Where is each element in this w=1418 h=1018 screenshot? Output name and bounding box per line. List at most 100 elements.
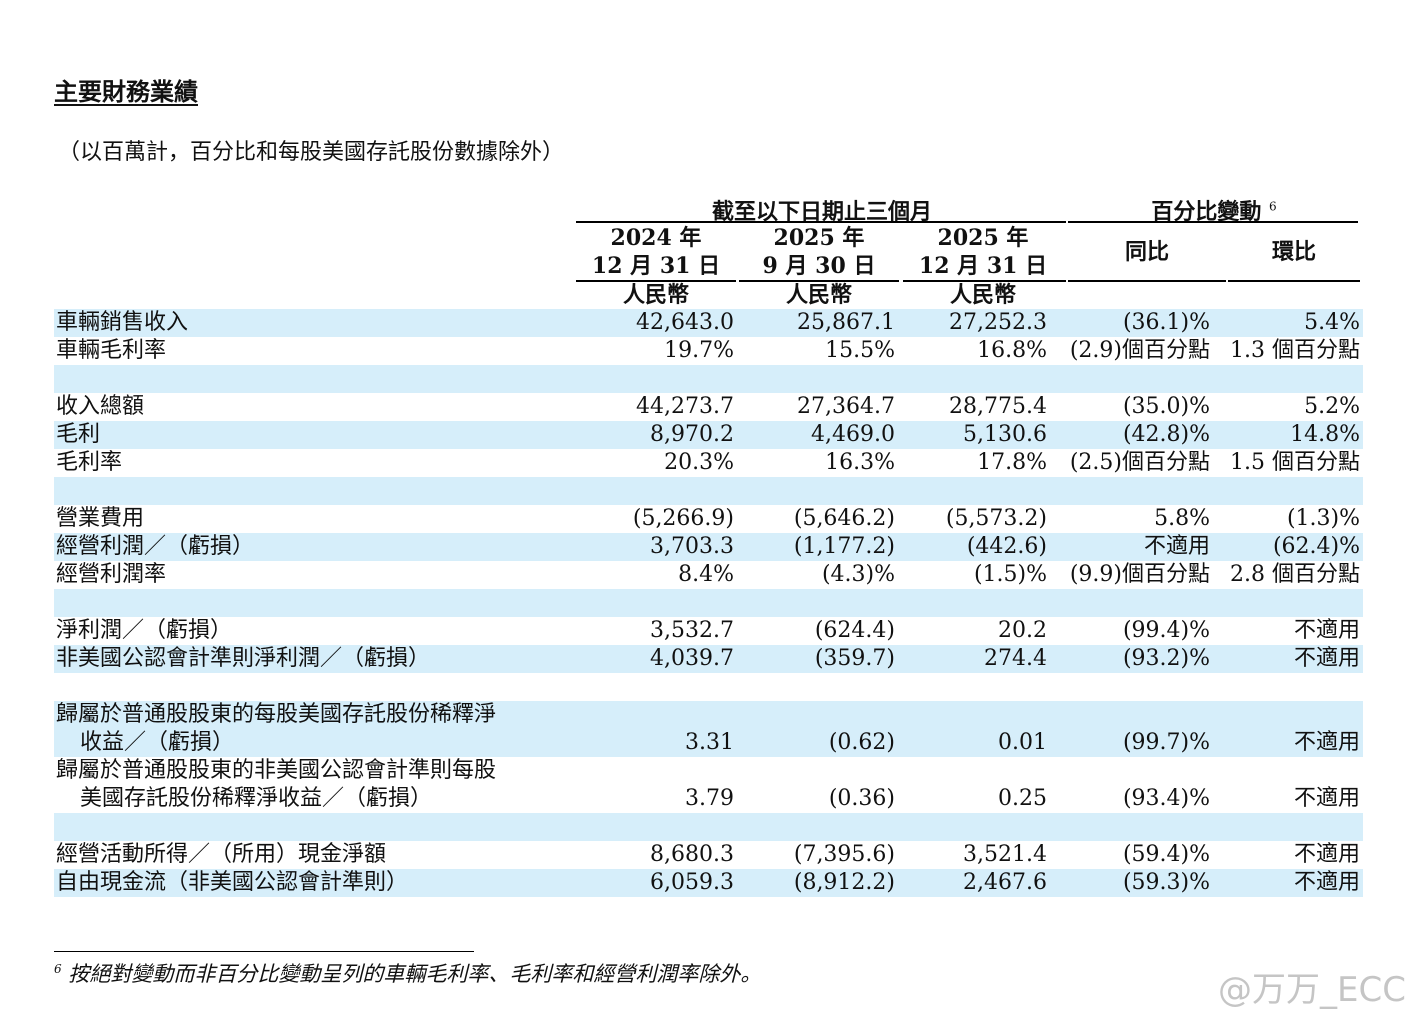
spacer-row	[54, 365, 1363, 393]
cell-2025q3: (359.7)	[814, 646, 895, 671]
header-change-group: 百分比變動 6	[1068, 194, 1360, 226]
cell-yoy: 不適用	[1143, 534, 1210, 559]
cell-qoq: 不適用	[1293, 786, 1360, 811]
col3-currency: 人民幣	[949, 282, 1016, 308]
cell-2025q4: 3,521.4	[963, 842, 1047, 867]
header-change-rule	[1068, 221, 1358, 223]
row-label: 自由現金流（非美國公認會計準則）	[56, 870, 409, 895]
row-label: 經營利潤率	[56, 562, 167, 587]
cell-2024q4: 8.4%	[678, 562, 734, 587]
header-change-footnote-mark: 6	[1269, 199, 1277, 214]
header-period-group: 截至以下日期止三個月	[711, 199, 932, 225]
cell-2025q4: 274.4	[984, 646, 1047, 671]
cell-2025q3: (7,395.6)	[793, 842, 895, 867]
cell-yoy: (93.2)%	[1122, 646, 1210, 671]
col1-year: 2024 年	[610, 225, 702, 251]
page-title: 主要財務業績	[54, 77, 198, 106]
cell-qoq: 不適用	[1293, 842, 1360, 867]
units-note: （以百萬計，百分比和每股美國存託股份數據除外）	[58, 140, 565, 165]
footnote-text: 按絕對變動而非百分比變動呈列的車輛毛利率、毛利率和經營利潤率除外。	[68, 962, 762, 986]
cell-2024q4: 20.3%	[664, 450, 734, 475]
cell-2024q4: 3,703.3	[650, 534, 734, 559]
row-label-continued: 收益／（虧損）	[80, 730, 235, 755]
row-label: 營業費用	[56, 506, 145, 531]
col1-currency: 人民幣	[622, 282, 689, 308]
row-label: 毛利	[56, 422, 101, 447]
cell-2025q4: (442.6)	[966, 534, 1047, 559]
table-row: 經營利潤率 8.4% (4.3)% (1.5)% (9.9)個百分點 2.8 個…	[54, 561, 1363, 589]
cell-yoy: (99.7)%	[1122, 730, 1210, 755]
col-qoq-header: 環比	[1271, 239, 1316, 265]
cell-2024q4: 42,643.0	[636, 310, 734, 335]
cell-2025q3: 27,364.7	[797, 394, 895, 419]
footnote-mark: 6	[54, 962, 62, 976]
cell-qoq: 不適用	[1293, 646, 1360, 671]
cell-2025q3: 16.3%	[825, 450, 895, 475]
cell-2025q3: (8,912.2)	[793, 870, 895, 895]
cell-qoq: 2.8 個百分點	[1230, 562, 1360, 587]
row-label: 非美國公認會計準則淨利潤／（虧損）	[56, 646, 431, 671]
row-label: 歸屬於普通股股東的每股美國存託股份稀釋淨	[56, 702, 497, 727]
header-change-label: 百分比變動	[1151, 199, 1262, 225]
col2-year: 2025 年	[773, 225, 865, 251]
cell-yoy: (42.8)%	[1122, 422, 1210, 447]
cell-2024q4: 8,680.3	[650, 842, 734, 867]
cell-qoq: 不適用	[1293, 730, 1360, 755]
cell-2025q3: 15.5%	[825, 338, 895, 363]
cell-2025q3: 4,469.0	[811, 422, 895, 447]
row-label: 車輛銷售收入	[56, 310, 189, 335]
cell-2025q4: 0.25	[998, 786, 1047, 811]
cell-2024q4: 44,273.7	[636, 394, 734, 419]
cell-2025q3: (0.36)	[828, 786, 895, 811]
cell-yoy: (59.3)%	[1122, 870, 1210, 895]
table-row: 毛利 8,970.2 4,469.0 5,130.6 (42.8)% 14.8%	[54, 421, 1363, 449]
table-row: 自由現金流（非美國公認會計準則） 6,059.3 (8,912.2) 2,467…	[54, 869, 1363, 897]
cell-2025q3: (1,177.2)	[793, 534, 895, 559]
cell-yoy: (93.4)%	[1122, 786, 1210, 811]
col2-date: 9 月 30 日	[762, 253, 876, 279]
cell-qoq: 1.3 個百分點	[1230, 338, 1360, 363]
watermark: @万万_ECC	[1218, 970, 1406, 1010]
col-qoq-rule	[1228, 280, 1360, 282]
cell-2024q4: 3.31	[685, 730, 734, 755]
cell-yoy: (99.4)%	[1122, 618, 1210, 643]
spacer-row	[54, 813, 1363, 841]
table-row: 營業費用 (5,266.9) (5,646.2) (5,573.2) 5.8% …	[54, 505, 1363, 533]
cell-2025q3: (4.3)%	[821, 562, 895, 587]
cell-qoq: 5.2%	[1304, 394, 1360, 419]
cell-2024q4: 3.79	[685, 786, 734, 811]
cell-2025q4: 17.8%	[977, 450, 1047, 475]
spacer-row	[54, 589, 1363, 617]
table-row: 收入總額 44,273.7 27,364.7 28,775.4 (35.0)% …	[54, 393, 1363, 421]
header-period-rule	[576, 221, 1066, 223]
cell-2024q4: 6,059.3	[650, 870, 734, 895]
table-row: 經營利潤／（虧損） 3,703.3 (1,177.2) (442.6) 不適用 …	[54, 533, 1363, 561]
cell-qoq: 1.5 個百分點	[1230, 450, 1360, 475]
footnote-rule	[54, 951, 474, 952]
cell-2025q3: (5,646.2)	[793, 506, 895, 531]
cell-2025q4: 27,252.3	[949, 310, 1047, 335]
cell-qoq: 5.4%	[1304, 310, 1360, 335]
cell-2025q3: (0.62)	[828, 730, 895, 755]
cell-2025q4: (5,573.2)	[945, 506, 1047, 531]
cell-2024q4: 8,970.2	[650, 422, 734, 447]
cell-yoy: (59.4)%	[1122, 842, 1210, 867]
cell-yoy: 5.8%	[1154, 506, 1210, 531]
table-row: 毛利率 20.3% 16.3% 17.8% (2.5)個百分點 1.5 個百分點	[54, 449, 1363, 477]
row-label: 車輛毛利率	[56, 338, 167, 363]
cell-2025q4: (1.5)%	[973, 562, 1047, 587]
row-label: 歸屬於普通股股東的非美國公認會計準則每股	[56, 758, 497, 783]
financial-table: 車輛銷售收入 42,643.0 25,867.1 27,252.3 (36.1)…	[54, 309, 1363, 897]
cell-2024q4: 3,532.7	[650, 618, 734, 643]
cell-yoy: (36.1)%	[1122, 310, 1210, 335]
row-label: 經營利潤／（虧損）	[56, 534, 255, 559]
cell-yoy: (9.9)個百分點	[1069, 562, 1210, 587]
col3-rule	[903, 280, 1066, 282]
table-row: 非美國公認會計準則淨利潤／（虧損） 4,039.7 (359.7) 274.4 …	[54, 645, 1363, 673]
table-row: 車輛銷售收入 42,643.0 25,867.1 27,252.3 (36.1)…	[54, 309, 1363, 337]
col-yoy-header: 同比	[1124, 239, 1169, 265]
cell-2024q4: 4,039.7	[650, 646, 734, 671]
cell-qoq: 14.8%	[1290, 422, 1360, 447]
col3-date: 12 月 31 日	[918, 253, 1048, 279]
spacer-row	[54, 477, 1363, 505]
